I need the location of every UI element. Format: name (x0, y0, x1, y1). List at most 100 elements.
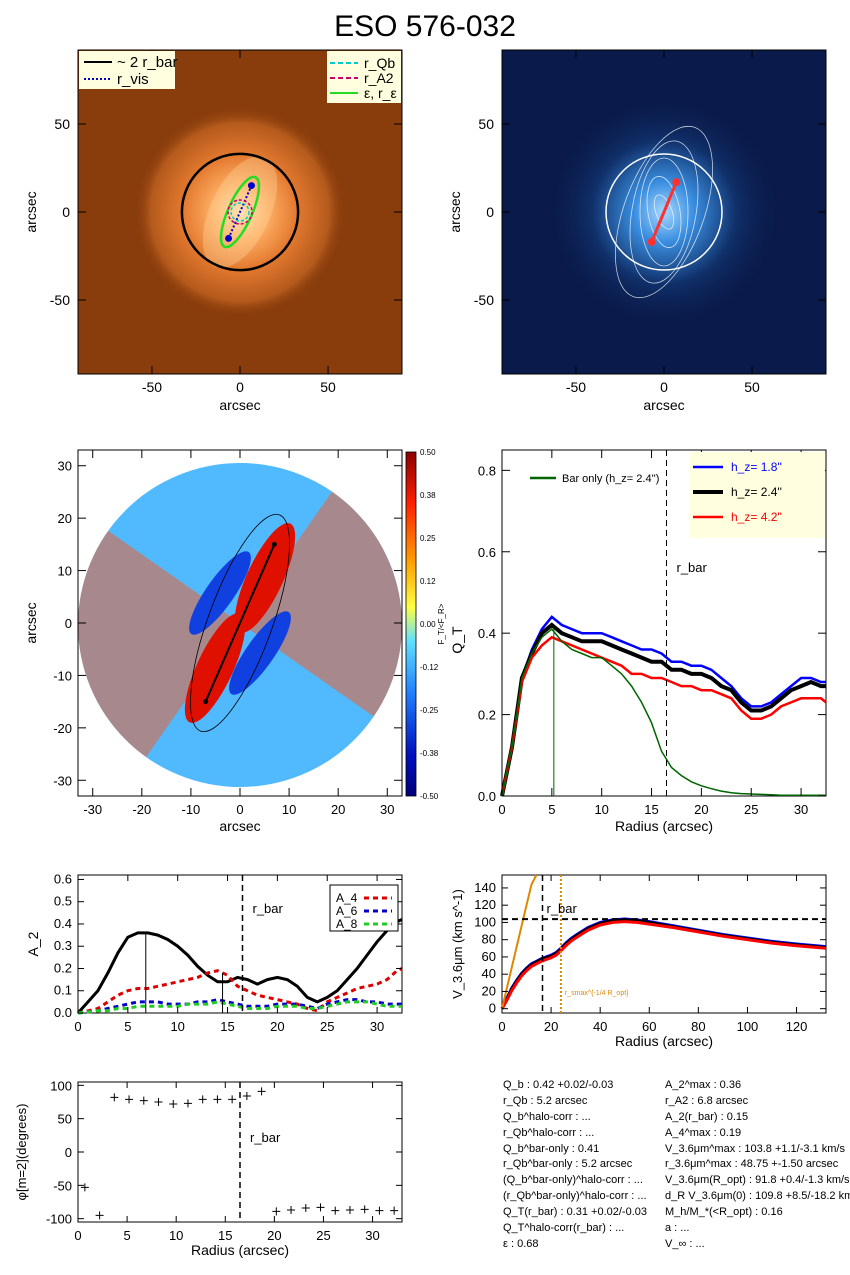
y-tick-label: 50 (478, 116, 494, 132)
colorbar-tick-label: 0.50 (420, 448, 436, 457)
y-tick-label: 40 (482, 966, 496, 981)
data-point (183, 1099, 192, 1108)
y-tick-label: 120 (474, 897, 496, 912)
data-point (110, 1093, 119, 1102)
heatmap-sector (240, 483, 402, 721)
y-tick-label: 50 (58, 1112, 72, 1127)
x-axis-label: arcsec (219, 397, 260, 413)
y-tick-label: -20 (53, 721, 72, 736)
x-tick-label: -30 (83, 802, 102, 817)
y-tick-label: 20 (482, 983, 496, 998)
legend-label: r_A2 (364, 70, 394, 86)
bar-ellipse (190, 513, 290, 733)
x-tick-label: -20 (132, 802, 151, 817)
y-axis-label: φ[m=2](degrees) (14, 1104, 29, 1201)
x-axis-label: Radius (arcsec) (615, 818, 713, 834)
rmax-label: r_smax^{-1/4 R_opt} (565, 990, 629, 997)
x-tick-label: -10 (182, 802, 201, 817)
legend-label: ε, r_ε (364, 85, 397, 101)
legend-left-box (79, 51, 175, 89)
y-tick-label: 80 (482, 932, 496, 947)
x-tick-label: 10 (594, 802, 608, 817)
stat-line: ε : 0.68 (503, 1237, 539, 1250)
heatmap-sector (78, 525, 240, 763)
x-tick-label: 20 (544, 1019, 558, 1034)
contour-line (629, 140, 699, 284)
y-tick-label: 100 (50, 1078, 72, 1093)
rqb-circle (230, 202, 250, 222)
series-line-black (500, 918, 827, 1010)
x-axis-label: arcsec (219, 818, 260, 834)
y-tick-label: -30 (53, 773, 72, 788)
x-tick-label: 50 (744, 379, 760, 395)
y-tick-label: 100 (474, 914, 496, 929)
stats-left-block: Q_b : 0.42 +0.02/-0.03 r_Qb : 5.2 arcsec Q… (503, 1078, 647, 1253)
stat-line: A_2(r_bar) : 0.15 (665, 1110, 749, 1123)
x-tick-label: 5 (123, 1228, 130, 1243)
panel-force-ratio-map: -30 -20 -10 0 10 20 30 30 20 10 0 -10 -20 -30 arcsec ar… (23, 448, 446, 834)
bar-endpoint (203, 699, 209, 705)
series-line-red (500, 635, 827, 797)
y-tick-label: 0.6 (478, 545, 496, 560)
x-tick-label: 30 (794, 802, 808, 817)
y-axis-label: V_3.6μm (km s^-1) (450, 889, 465, 999)
y-axis-label: arcsec (23, 191, 39, 232)
data-point (316, 1203, 325, 1212)
panel-qt-profile: r_bar 0 5 10 15 20 25 30 0.0 0.2 0.4 0.6 0.8 Radius (… (449, 449, 827, 834)
data-point (360, 1205, 369, 1214)
figure-title: ESO 576-032 (334, 10, 516, 43)
stat-line: M_h/M_*(<R_opt) : 0.16 (665, 1206, 783, 1219)
y-tick-label: 0 (65, 616, 72, 631)
legend-label: h_z= 2.4'' (731, 485, 782, 499)
x-tick-label: -50 (566, 379, 586, 395)
stat-line: A_2^max : 0.36 (665, 1079, 742, 1091)
rbar-label: r_bar (252, 901, 283, 916)
y-tick-label: 60 (482, 949, 496, 964)
stat-line: A_4^max : 0.19 (665, 1126, 742, 1139)
bar-radius-circle (605, 153, 723, 271)
contour-line (615, 125, 713, 299)
colorbar-tick-label: -0.12 (420, 663, 439, 672)
x-tick-label: 20 (267, 1228, 281, 1243)
series-line-orange (501, 874, 538, 1009)
series-line-red (77, 967, 403, 1015)
heatmap-image (78, 463, 402, 787)
x-tick-label: 30 (380, 802, 394, 817)
x-tick-label: 0 (236, 379, 244, 395)
bar-axis-line (204, 543, 276, 703)
data-point (272, 1207, 281, 1216)
heatmap-sector (100, 463, 338, 623)
data-point (169, 1100, 178, 1108)
y-tick-label: 30 (58, 459, 72, 474)
x-tick-label: 25 (744, 802, 758, 817)
panel-fourier-amplitudes: r_bar 0 5 10 15 20 25 30 0.0 0.1 0.2 0.3 0.4 0.5 0.6 A_… (25, 871, 403, 1034)
bar-axis-line (650, 181, 678, 243)
stat-line: a : ... (665, 1222, 690, 1235)
colorbar-tick-label: 0.00 (420, 620, 436, 629)
plot-frame (77, 874, 403, 1014)
data-point (375, 1206, 384, 1215)
bar-endpoint (225, 234, 233, 242)
data-point (331, 1206, 340, 1215)
contour-line (639, 157, 689, 267)
y-tick-label: -50 (474, 292, 494, 308)
plot-frame (501, 449, 827, 797)
heatmap-lobe (229, 611, 291, 695)
data-point (301, 1204, 310, 1212)
visual-bar-line (227, 185, 253, 239)
stat-line: Q_b^halo-corr : ... (503, 1110, 591, 1123)
y-axis-label: arcsec (23, 602, 39, 643)
data-point (139, 1096, 148, 1105)
y-tick-label: 0 (65, 1145, 72, 1160)
heatmap-lobe (184, 613, 246, 723)
series-line-blue (500, 917, 827, 1010)
x-tick-label: 25 (316, 1228, 330, 1243)
heatmap-sector (142, 623, 380, 787)
bar-endpoint (271, 541, 277, 547)
x-tick-label: 15 (220, 1019, 234, 1034)
legend-label: A_8 (336, 917, 358, 931)
x-tick-label: 40 (593, 1019, 607, 1034)
legend-label: h_z= 1.8'' (731, 460, 782, 474)
y-tick-label: -100 (46, 1212, 72, 1227)
bar-endpoint (247, 182, 255, 190)
